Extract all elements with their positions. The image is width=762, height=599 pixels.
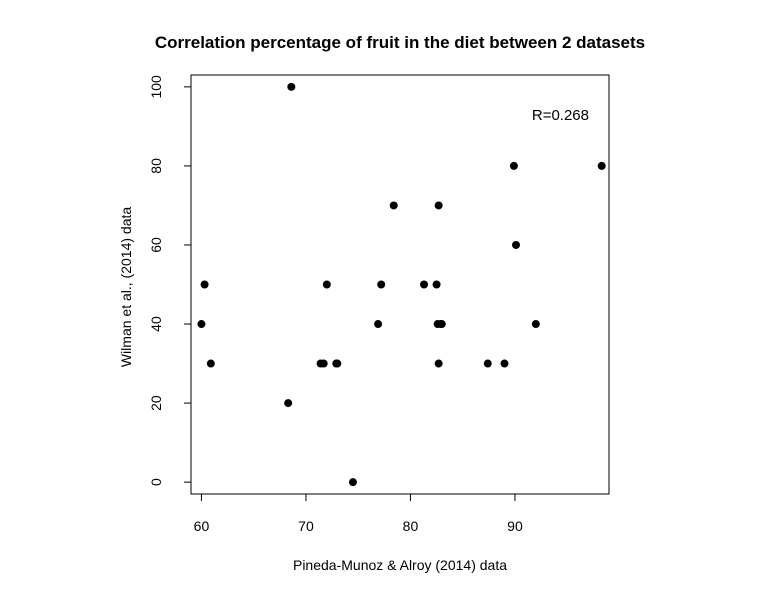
data-point-0-17 xyxy=(434,201,443,210)
data-point-0-4 xyxy=(287,82,296,91)
data-point-0-2 xyxy=(206,359,215,368)
data-point-0-10 xyxy=(348,478,357,487)
data-point-0-3 xyxy=(284,399,293,408)
data-point-0-20 xyxy=(437,320,446,329)
y-tick-label-4: 80 xyxy=(148,158,164,174)
data-point-0-1 xyxy=(200,280,209,289)
plot-frame xyxy=(190,74,610,495)
data-points xyxy=(197,82,606,487)
data-point-0-21 xyxy=(483,359,492,368)
chart-title: Correlation percentage of fruit in the d… xyxy=(155,33,645,52)
x-tick-label-1: 70 xyxy=(298,518,314,534)
data-point-0-26 xyxy=(597,161,606,170)
data-point-0-0 xyxy=(197,320,206,329)
x-tick-label-2: 80 xyxy=(403,518,419,534)
correlation-annotation: R=0.268 xyxy=(532,107,589,124)
data-point-0-23 xyxy=(509,161,518,170)
data-point-0-15 xyxy=(432,280,441,289)
y-tick-label-3: 60 xyxy=(148,237,164,253)
y-tick-label-1: 20 xyxy=(148,395,164,411)
y-tick-label-5: 100 xyxy=(148,75,164,99)
x-axis-label: Pineda-Munoz & Alroy (2014) data xyxy=(293,557,507,573)
data-point-0-24 xyxy=(511,240,520,249)
y-tick-label-2: 40 xyxy=(148,316,164,332)
x-tick-label-3: 90 xyxy=(507,518,523,534)
data-point-0-18 xyxy=(434,359,443,368)
x-tick-label-0: 60 xyxy=(194,518,210,534)
y-axis: 0 20 40 60 80 100 xyxy=(148,75,192,486)
data-point-0-9 xyxy=(333,359,342,368)
data-point-0-12 xyxy=(377,280,386,289)
x-axis: 60 70 80 90 xyxy=(194,493,523,534)
y-tick-label-0: 0 xyxy=(148,478,164,486)
data-point-0-7 xyxy=(322,280,331,289)
data-point-0-6 xyxy=(319,359,328,368)
data-point-0-14 xyxy=(420,280,429,289)
y-axis-label: Wilman et al., (2014) data xyxy=(118,207,134,368)
data-point-0-22 xyxy=(500,359,509,368)
data-point-0-11 xyxy=(374,320,383,329)
data-point-0-13 xyxy=(389,201,398,210)
data-point-0-25 xyxy=(531,320,540,329)
